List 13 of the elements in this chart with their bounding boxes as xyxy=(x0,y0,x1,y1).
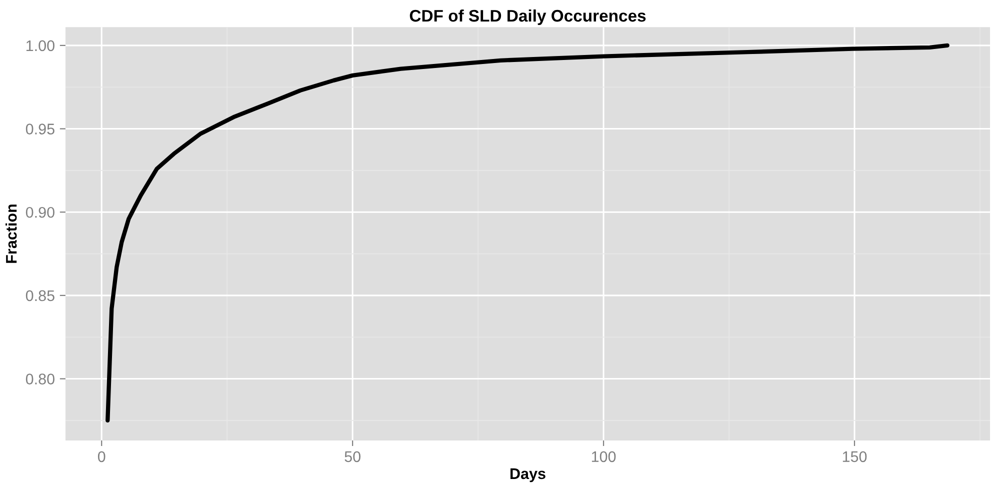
y-axis-title: Fraction xyxy=(6,204,17,263)
line-series xyxy=(106,43,950,423)
y-tick-label: 1.00 xyxy=(26,40,54,52)
y-tick-label: 0.85 xyxy=(26,290,54,302)
x-tick-label: 150 xyxy=(842,451,867,462)
x-tick-label: 50 xyxy=(344,451,360,462)
x-tick-label: 0 xyxy=(98,451,106,462)
y-tick-label: 0.80 xyxy=(26,374,54,384)
x-axis-title: Days xyxy=(510,468,546,482)
chart-title: CDF of SLD Daily Occurences xyxy=(410,9,646,26)
y-tick-label: 0.95 xyxy=(26,124,54,134)
y-tick-label: 0.90 xyxy=(26,206,54,218)
x-tick-label: 100 xyxy=(592,451,616,462)
